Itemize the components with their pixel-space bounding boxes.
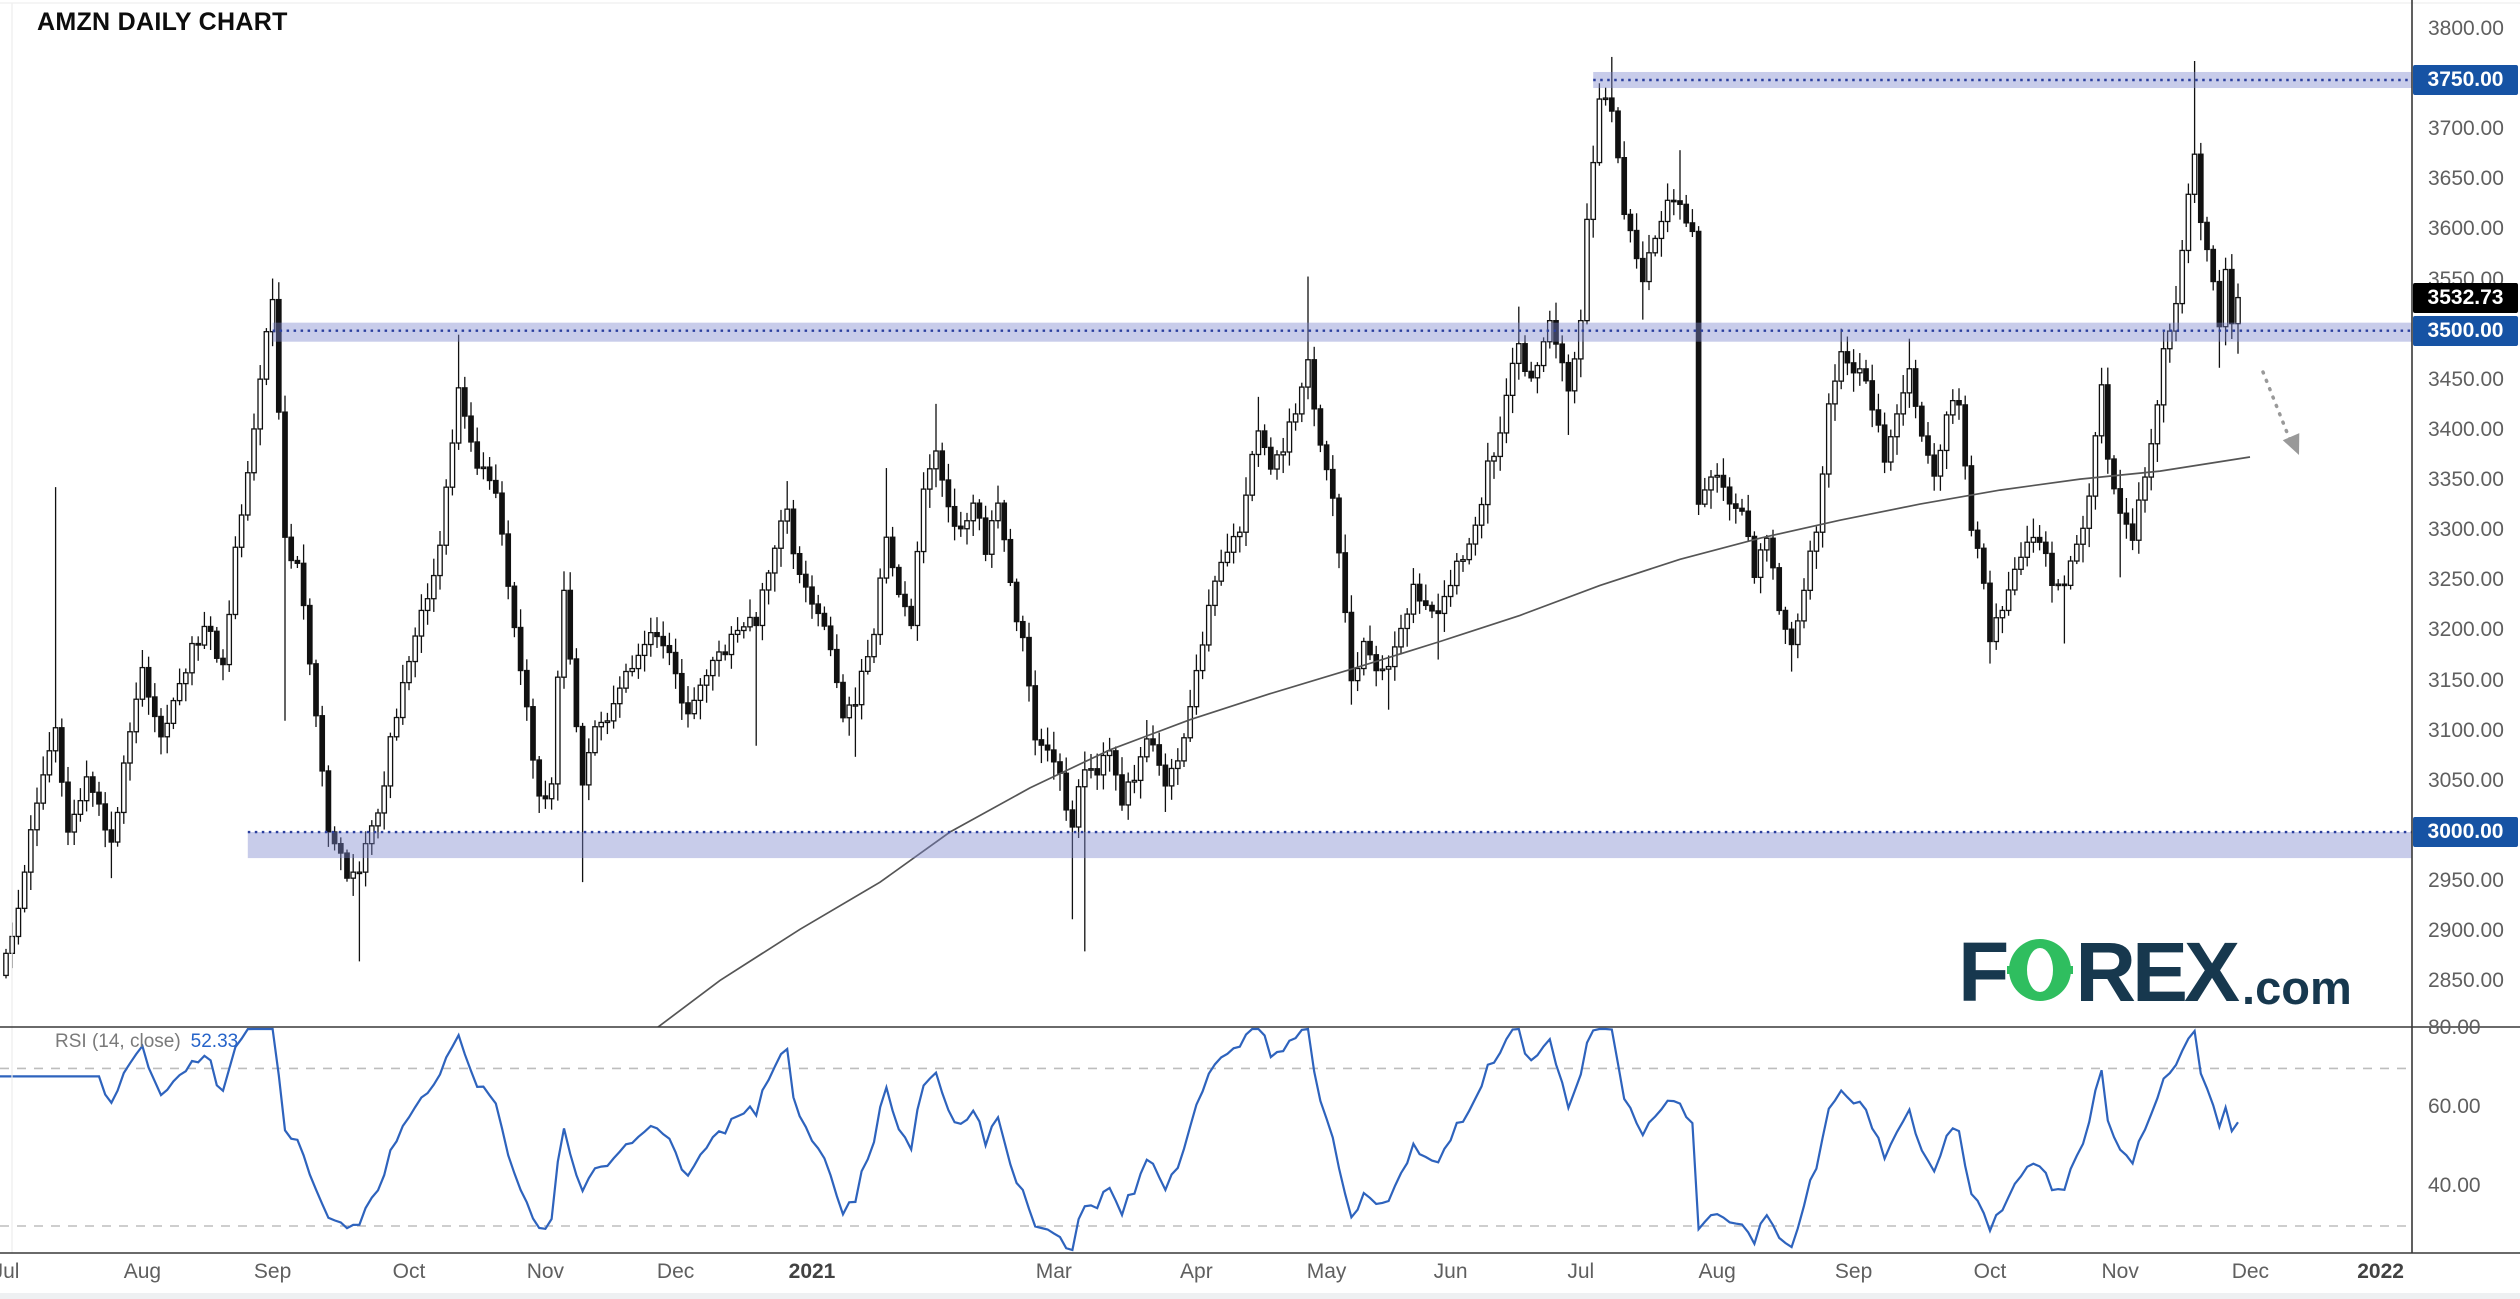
rsi-axis-tick: 40.00 (2428, 1173, 2481, 1197)
price-axis-tick: 2850.00 (2428, 969, 2504, 993)
price-axis-tick: 3600.00 (2428, 217, 2504, 241)
time-axis-month-label: Oct (392, 1260, 426, 1283)
price-axis-tick: 3100.00 (2428, 718, 2504, 742)
logo-letters-rex: REX (2075, 925, 2240, 1019)
time-axis-month-label: Sep (1834, 1260, 1873, 1283)
price-axis-tick: 3350.00 (2428, 468, 2504, 492)
price-axis-tick: 3300.00 (2428, 518, 2504, 542)
logo-o-icon (1999, 937, 2082, 1008)
level-price-badge: 3500.00 (2413, 315, 2518, 346)
time-axis-month-label: Nov (526, 1260, 565, 1283)
time-axis-year-label: 2021 (788, 1260, 836, 1283)
forex-logo: F REX .com (1958, 930, 2352, 1014)
time-axis-month-label: Jun (1433, 1260, 1468, 1283)
bottom-strip (0, 1293, 2520, 1299)
price-axis-tick: 3650.00 (2428, 167, 2504, 191)
time-axis-month-label: May (1306, 1260, 1347, 1283)
price-axis-tick: 2950.00 (2428, 869, 2504, 893)
time-axis-month-label: Apr (1180, 1260, 1213, 1283)
price-axis-tick: 3700.00 (2428, 117, 2504, 141)
time-axis-month-label: Nov (2101, 1260, 2139, 1283)
level-price-badge: 3000.00 (2413, 817, 2518, 848)
time-axis-month-label: Aug (1698, 1260, 1736, 1283)
price-axis-tick: 3450.00 (2428, 367, 2504, 391)
price-axis-tick: 3200.00 (2428, 618, 2504, 642)
price-axis-tick: 3800.00 (2428, 16, 2504, 40)
rsi-label: RSI (14, close) (55, 1031, 181, 1052)
rsi-caption: RSI (14, close) 52.33 (55, 1031, 238, 1053)
rsi-axis-tick: 60.00 (2428, 1094, 2481, 1118)
price-axis-tick: 2900.00 (2428, 919, 2504, 943)
logo-letter-f: F (1958, 925, 2009, 1019)
price-axis-tick: 3400.00 (2428, 417, 2504, 441)
time-axis-month-label: Oct (1973, 1260, 2007, 1283)
rsi-axis-tick: 80.00 (2428, 1016, 2481, 1039)
time-axis-month-label: Aug (123, 1260, 162, 1283)
time-axis-month-label: Dec (2231, 1260, 2270, 1283)
time-axis-month-label: Jul (1567, 1260, 1595, 1283)
time-axis-month-label: Jul (0, 1260, 20, 1283)
last-price-badge: 3532.73 (2413, 282, 2518, 313)
price-axis-tick: 3250.00 (2428, 568, 2504, 592)
price-axis-tick: 3150.00 (2428, 668, 2504, 692)
price-axis-tick: 3050.00 (2428, 768, 2504, 792)
time-axis-month-label: Sep (253, 1260, 292, 1283)
time-axis-year-label: 2022 (2357, 1260, 2404, 1283)
time-axis-month-label: Dec (656, 1260, 695, 1283)
rsi-value: 52.33 (190, 1031, 239, 1052)
time-axis-month-label: Mar (1035, 1260, 1072, 1283)
logo-tld: .com (2242, 961, 2352, 1014)
level-price-badge: 3750.00 (2413, 65, 2518, 95)
page-title: AMZN DAILY CHART (37, 8, 288, 36)
